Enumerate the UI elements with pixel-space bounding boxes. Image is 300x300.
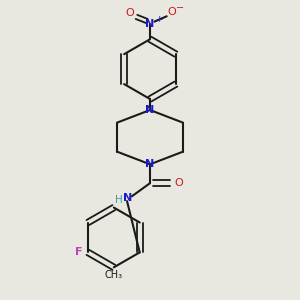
Text: N: N <box>123 193 133 203</box>
Text: +: + <box>155 15 163 24</box>
Text: O: O <box>126 8 135 18</box>
Text: H: H <box>115 194 122 205</box>
Text: CH₃: CH₃ <box>105 270 123 280</box>
Text: N: N <box>146 19 154 29</box>
Text: N: N <box>146 159 154 169</box>
Text: −: − <box>176 3 184 13</box>
Text: O: O <box>174 178 183 188</box>
Text: F: F <box>75 248 82 257</box>
Text: O: O <box>168 7 176 16</box>
Text: N: N <box>146 105 154 115</box>
